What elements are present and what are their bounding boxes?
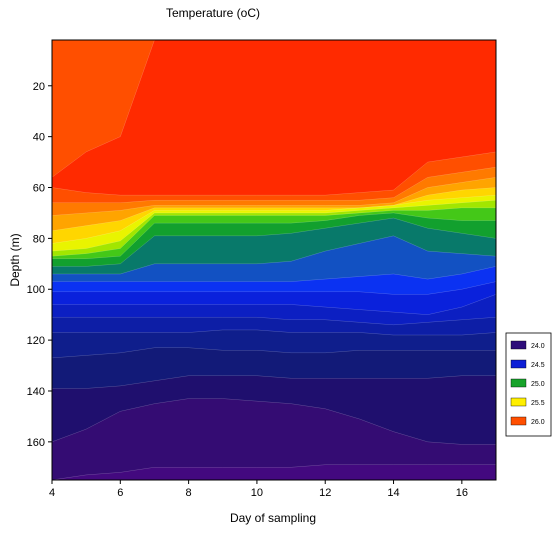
x-tick-label: 8 <box>186 487 192 499</box>
legend-label: 26.0 <box>531 419 545 426</box>
legend: 24.0 24.5 25.0 25.5 26.0 <box>505 332 552 437</box>
y-tick-label: 40 <box>33 132 45 144</box>
x-tick-label: 4 <box>49 487 55 499</box>
y-tick-label: 120 <box>27 335 45 347</box>
y-axis-title: Depth (m) <box>8 233 22 286</box>
plot-frame <box>51 39 497 481</box>
legend-label: 25.5 <box>531 400 545 407</box>
band-level-23-9 <box>52 398 496 480</box>
y-tick-label: 20 <box>33 81 45 93</box>
legend-label: 24.5 <box>531 362 545 369</box>
band-level-23-8 <box>52 464 496 480</box>
legend-label: 25.0 <box>531 381 545 388</box>
legend-swatch <box>510 378 527 388</box>
chart-title: Temperature (oC) <box>166 6 260 20</box>
x-tick-label: 10 <box>251 487 263 499</box>
legend-label: 24.0 <box>531 343 545 350</box>
y-tick-label: 100 <box>27 284 45 296</box>
y-tick-label: 80 <box>33 233 45 245</box>
x-axis: 4 6 8 10 12 14 16 <box>49 480 468 499</box>
y-tick-label: 160 <box>27 437 45 449</box>
x-tick-label: 16 <box>456 487 468 499</box>
x-tick-label: 14 <box>387 487 399 499</box>
legend-swatch <box>510 416 527 426</box>
x-tick-label: 12 <box>319 487 331 499</box>
contour-bands <box>52 40 496 480</box>
y-tick-label: 60 <box>33 183 45 195</box>
y-tick-label: 140 <box>27 386 45 398</box>
x-tick-label: 6 <box>117 487 123 499</box>
legend-swatch <box>510 359 527 369</box>
legend-swatch <box>510 397 527 407</box>
x-axis-title: Day of sampling <box>230 511 316 525</box>
legend-swatch <box>510 340 527 350</box>
y-axis: 20 40 60 80 100 120 140 160 <box>27 81 52 449</box>
